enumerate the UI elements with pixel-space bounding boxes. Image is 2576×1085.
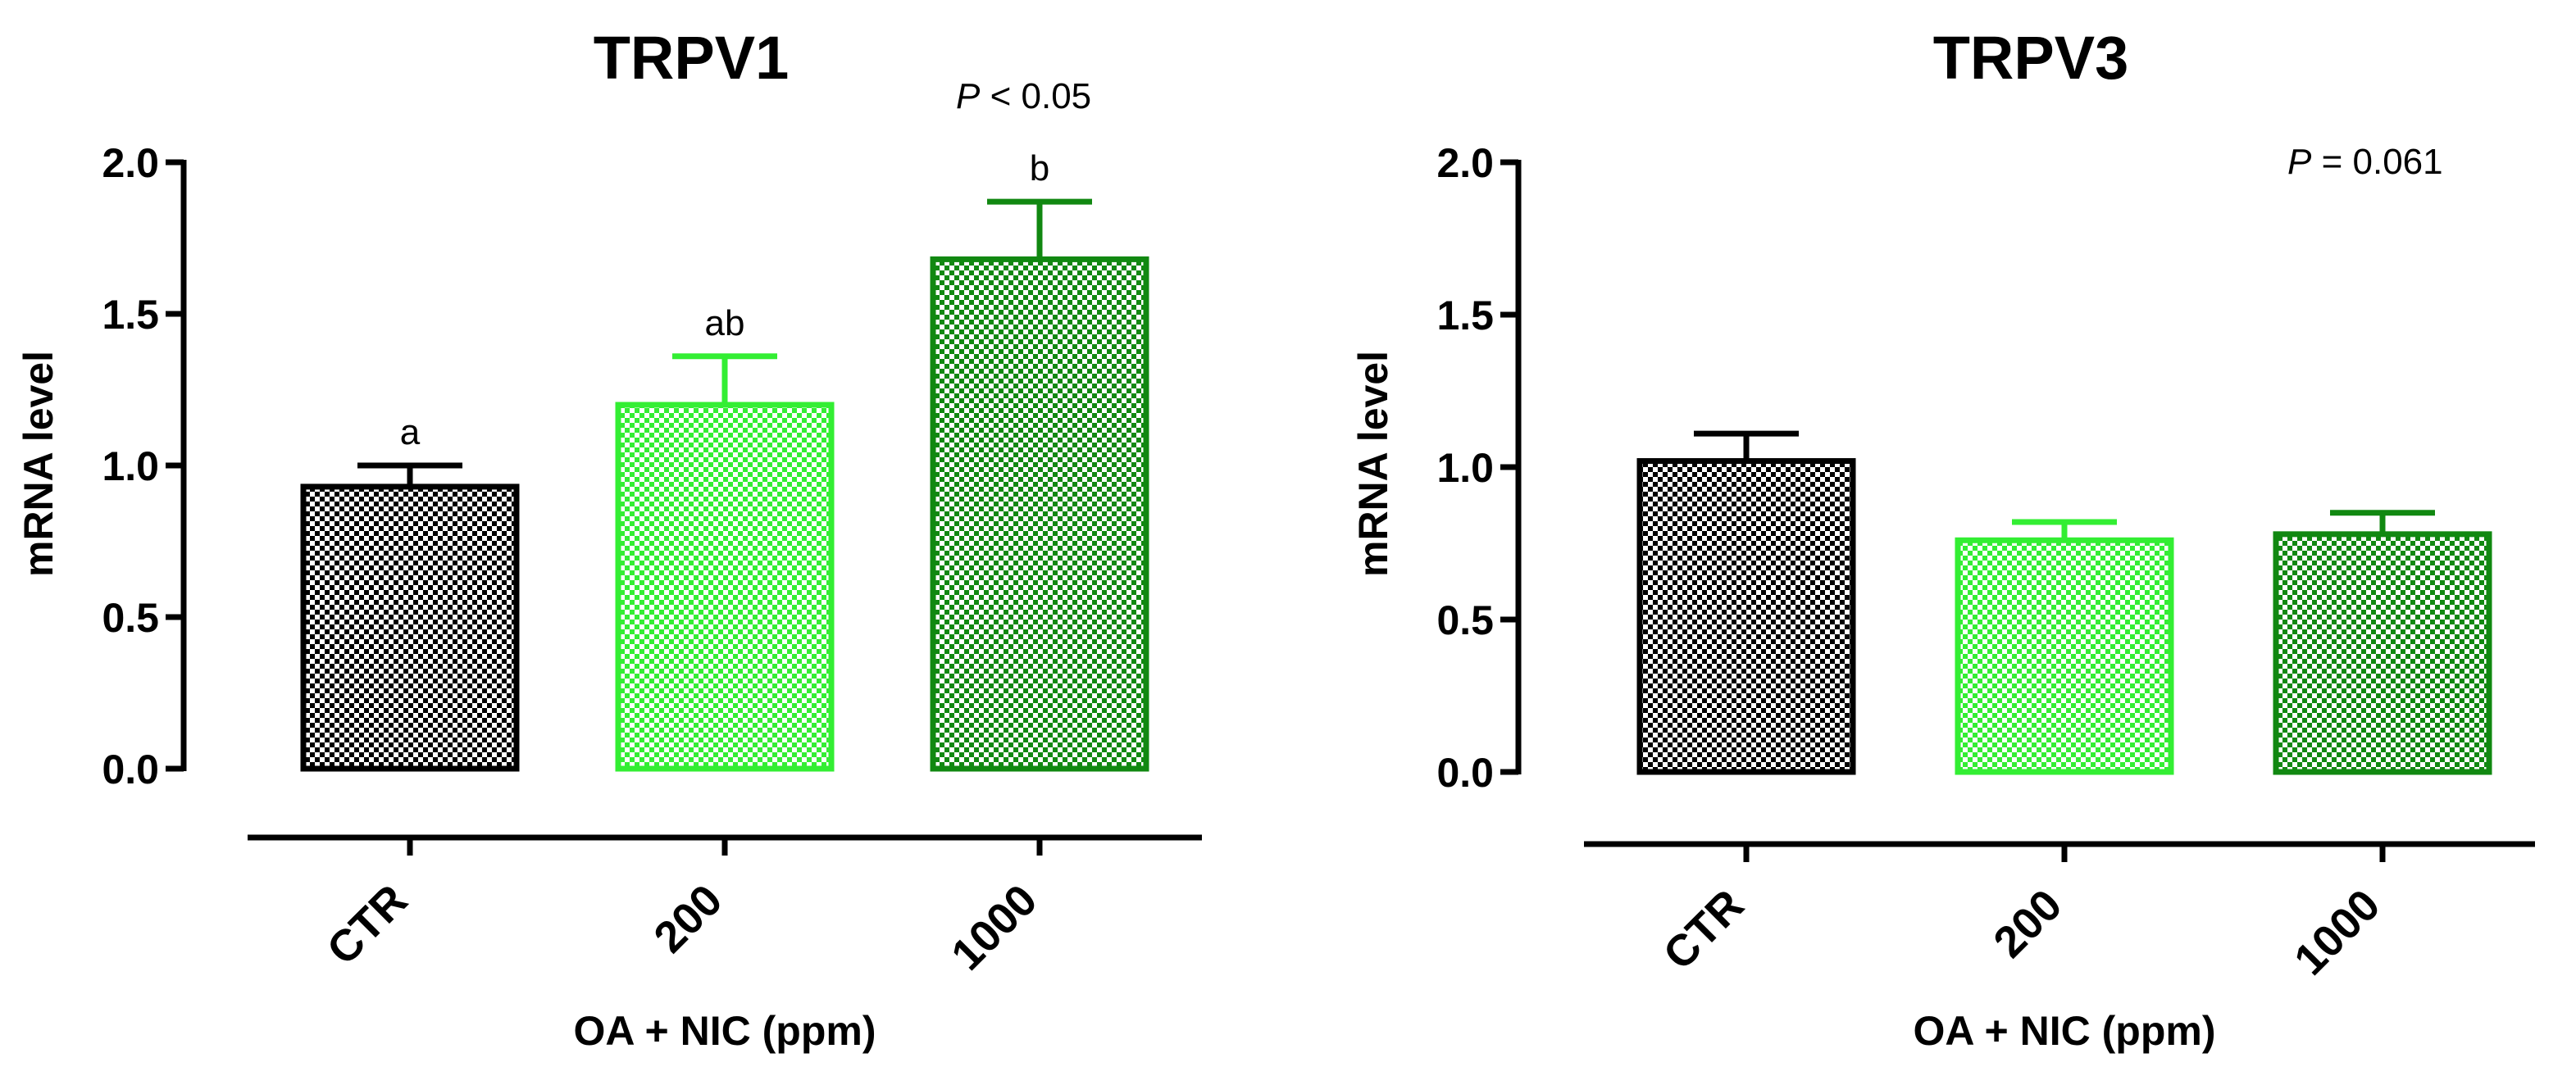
bar-200 [615, 402, 835, 772]
y-tick-label: 1.5 [102, 292, 159, 338]
bar-ctr [300, 483, 520, 772]
y-axis-label: mRNA level [1350, 351, 1396, 577]
chart-title: TRPV3 [1933, 24, 2129, 92]
x-tick-label: 1000 [942, 875, 1046, 979]
significance-letter: b [1030, 148, 1049, 188]
y-tick-label: 0.0 [1436, 750, 1494, 796]
chart-title: TRPV1 [594, 24, 790, 92]
x-tick-label: CTR [318, 875, 417, 974]
x-axis-label: OA + NIC (ppm) [574, 1008, 876, 1054]
y-tick-label: 1.0 [102, 443, 159, 489]
y-tick-label: 2.0 [102, 140, 159, 186]
x-tick-label: 200 [1984, 880, 2071, 967]
chart-panel-1: 0.0 0.5 1.0 1.5 2.0 CTR 200 1000 [1436, 140, 2535, 984]
panel-trpv3: TRPV3 mRNA level OA + NIC (ppm) P = 0.06… [1350, 24, 2443, 1054]
y-tick-label: 1.5 [1436, 293, 1494, 338]
y-axis-label: mRNA level [16, 351, 61, 577]
p-value-symbol: P [956, 76, 981, 116]
significance-letter: a [400, 412, 421, 452]
y-tick-label: 0.5 [102, 595, 159, 641]
y-tick-label: 2.0 [1436, 140, 1494, 186]
p-value-text: < 0.05 [980, 76, 1091, 116]
bar-200 [1955, 537, 2174, 775]
bar-1000 [930, 256, 1149, 772]
x-tick-label: 200 [644, 875, 731, 962]
p-value-annotation: P < 0.05 [956, 76, 1091, 116]
p-value-symbol: P [2287, 142, 2312, 182]
y-tick-label: 0.0 [102, 747, 159, 792]
y-tick-label: 1.0 [1436, 445, 1494, 491]
bar-1000 [2273, 531, 2492, 775]
significance-letter: ab [705, 303, 745, 343]
chart-panel-0: 0.0 0.5 1.0 1.5 2.0 a CTR ab 200 b 1000 [102, 140, 1202, 979]
y-tick-label: 0.5 [1436, 597, 1494, 643]
p-value-annotation: P = 0.061 [2287, 142, 2443, 182]
panel-trpv1: TRPV1 mRNA level OA + NIC (ppm) P < 0.05 [16, 24, 1091, 1054]
x-tick-label: 1000 [2285, 880, 2389, 984]
bar-ctr [1636, 458, 1856, 775]
x-tick-label: CTR [1654, 880, 1754, 979]
x-axis-label: OA + NIC (ppm) [1914, 1008, 2216, 1054]
p-value-text: = 0.061 [2311, 142, 2442, 182]
